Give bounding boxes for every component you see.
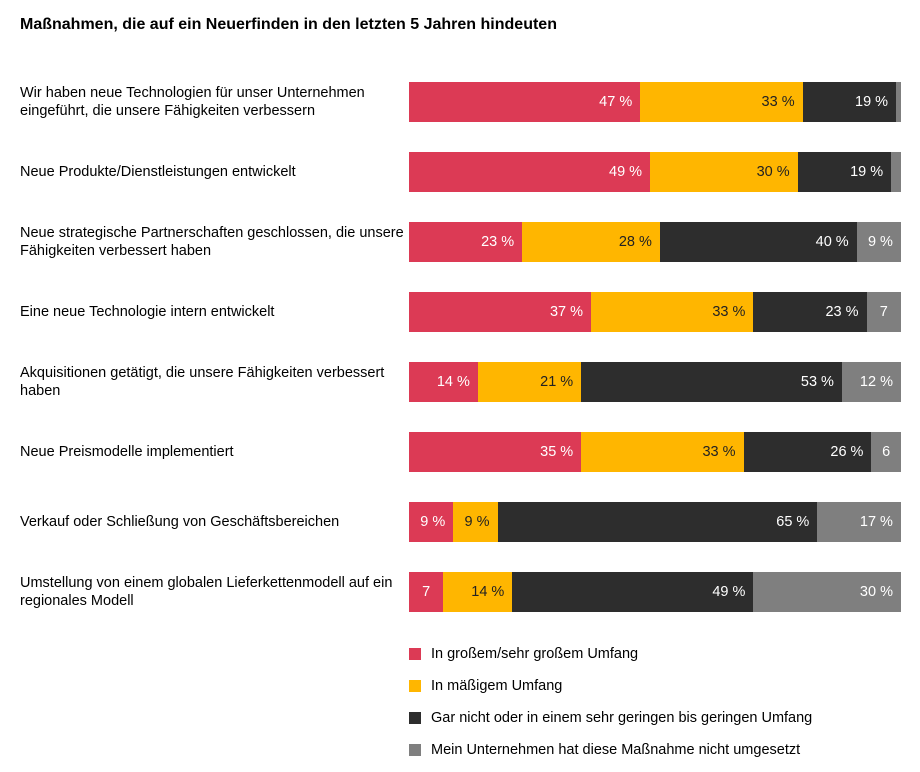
data-label: 12 %	[859, 374, 893, 390]
bar-segment: 49 %	[512, 572, 754, 612]
legend-label: In großem/sehr großem Umfang	[431, 646, 639, 662]
category-label: Akquisitionen getätigt, die unsere Fähig…	[20, 365, 385, 399]
bar-segment: 7	[866, 292, 901, 332]
legend-item: Gar nicht oder in einem sehr geringen bi…	[409, 702, 812, 734]
data-label: 53 %	[800, 374, 834, 390]
data-label: 6	[882, 444, 891, 460]
data-label: 28 %	[618, 234, 652, 250]
stacked-bar: 37 % 33 % 23 % 7	[409, 292, 901, 332]
legend-swatch	[409, 680, 421, 692]
bar-segment: 17 %	[817, 502, 901, 542]
stacked-bar: 14 % 21 % 53 % 12 %	[409, 362, 901, 402]
data-label: 33 %	[761, 94, 795, 110]
bar-segment: 14 %	[443, 572, 513, 612]
data-label: 7	[879, 304, 888, 320]
data-label: 49 %	[609, 164, 643, 180]
data-label: 14 %	[436, 374, 470, 390]
data-label: 37 %	[549, 304, 584, 320]
data-label: 21 %	[540, 374, 574, 390]
category-label: Eine neue Technologie intern entwickelt	[20, 304, 275, 320]
bar-segment: 12 %	[841, 362, 901, 402]
legend-item: In großem/sehr großem Umfang	[409, 638, 812, 670]
bar-segment: 49 %	[409, 152, 651, 192]
bar-segment: 53 %	[581, 362, 842, 402]
data-label: 30 %	[756, 164, 790, 180]
bar-segment: 9 %	[453, 502, 498, 542]
data-label: 47 %	[599, 94, 633, 110]
bar-segment: 30 %	[753, 572, 901, 612]
data-label: 26 %	[830, 444, 864, 460]
legend-item: Mein Unternehmen hat diese Maßnahme nich…	[409, 734, 812, 766]
data-label: 65 %	[776, 514, 810, 530]
bar-segment: 47 %	[409, 82, 641, 122]
bar-segment: 26 %	[743, 432, 872, 472]
bar-segment: 19 %	[802, 82, 897, 122]
stacked-bar: 47 % 33 % 19 %	[409, 82, 901, 122]
bar-segment: 65 %	[497, 502, 818, 542]
legend-item: In mäßigem Umfang	[409, 670, 812, 702]
bar-segment: 23 %	[409, 222, 523, 262]
category-label: Neue strategische Partnerschaften geschl…	[20, 225, 404, 259]
stacked-bar: 49 % 30 % 19 %	[409, 152, 901, 192]
legend-swatch	[409, 648, 421, 660]
legend-label: Gar nicht oder in einem sehr geringen bi…	[431, 710, 813, 726]
bar-segment: 9 %	[856, 222, 901, 262]
data-label: 14 %	[471, 584, 505, 600]
stacked-bar: 9 % 9 % 65 % 17 %	[409, 502, 901, 542]
data-label: 49 %	[712, 584, 746, 600]
data-label: 23 %	[825, 304, 859, 320]
data-label: 9 %	[420, 514, 446, 530]
data-label: 9 %	[867, 234, 893, 250]
bar-segment: 37 %	[409, 292, 592, 332]
data-label: 9 %	[464, 514, 490, 530]
bar-segment: 35 %	[409, 432, 582, 472]
category-label: Umstellung von einem globalen Lieferkett…	[20, 575, 393, 609]
bar-segment	[891, 152, 901, 192]
legend-swatch	[409, 712, 421, 724]
bar-segment: 28 %	[522, 222, 660, 262]
legend-label: In mäßigem Umfang	[431, 678, 563, 694]
data-label: 7	[422, 584, 431, 600]
category-label: Neue Produkte/Dienstleistungen entwickel…	[20, 164, 296, 180]
bar-segment: 9 %	[409, 502, 454, 542]
bar-segment	[896, 82, 901, 122]
legend-label: Mein Unternehmen hat diese Maßnahme nich…	[431, 742, 801, 758]
bar-segment: 7	[409, 572, 444, 612]
bar-segment: 23 %	[753, 292, 867, 332]
bar-segment: 33 %	[591, 292, 754, 332]
bar-segment: 33 %	[581, 432, 744, 472]
data-label: 33 %	[712, 304, 746, 320]
data-label: 30 %	[859, 584, 893, 600]
stacked-bar: 23 % 28 % 40 % 9 %	[409, 222, 901, 262]
data-label: 23 %	[481, 234, 515, 250]
data-label: 19 %	[850, 164, 884, 180]
bar-segment: 40 %	[659, 222, 857, 262]
stacked-bar: 7 14 % 49 % 30 %	[409, 572, 901, 612]
bar-segment: 30 %	[650, 152, 798, 192]
legend-swatch	[409, 744, 421, 756]
category-label: Wir haben neue Technologien für unser Un…	[20, 85, 365, 119]
legend: In großem/sehr großem Umfang In mäßigem U…	[409, 638, 812, 766]
bar-segment: 19 %	[797, 152, 892, 192]
bar-segment: 14 %	[409, 362, 478, 402]
data-label: 35 %	[540, 444, 574, 460]
data-label: 19 %	[855, 94, 889, 110]
chart-title: Maßnahmen, die auf ein Neuerfinden in de…	[20, 16, 557, 33]
category-label: Neue Preismodelle implementiert	[20, 444, 234, 460]
bar-segment: 6	[871, 432, 901, 472]
bar-segment: 33 %	[640, 82, 803, 122]
stacked-bar: 35 % 33 % 26 % 6	[409, 432, 901, 472]
data-label: 33 %	[702, 444, 736, 460]
data-label: 17 %	[859, 514, 893, 530]
category-label: Verkauf oder Schließung von Geschäftsber…	[20, 514, 340, 530]
bar-segment: 21 %	[477, 362, 582, 402]
data-label: 40 %	[815, 234, 849, 250]
